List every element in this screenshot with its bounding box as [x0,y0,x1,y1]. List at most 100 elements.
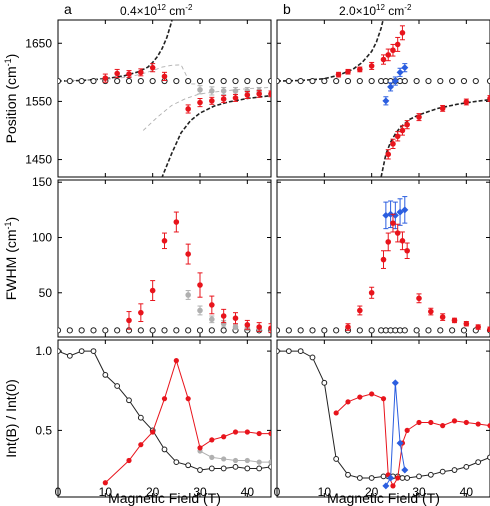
data-point-open [102,371,109,378]
data-point [385,151,392,158]
data-point-open [425,327,432,334]
data-point-open [413,327,420,334]
x-tick-label: 0 [55,485,62,499]
data-point-open [399,475,406,481]
y-tick-label: 1450 [25,153,52,167]
data-point [209,316,215,323]
panel-label: b [283,1,291,17]
data-point-open [413,77,420,85]
data-point-open [380,473,387,480]
data-point [150,429,156,435]
fit-curve [161,94,271,177]
data-point-open [277,77,281,85]
data-point [209,454,215,460]
data-point [404,121,410,128]
data-point [333,410,339,416]
data-point [487,423,490,429]
data-point [209,88,215,94]
data-point [197,445,203,451]
data-point-open [137,77,144,85]
data-point [268,430,271,437]
data-point [209,437,215,443]
data-point-open [66,352,73,359]
data-point-open [58,327,62,334]
data-point [232,457,239,464]
data-point [268,459,271,465]
data-point [475,421,481,427]
x-tick-label: 30 [193,485,207,499]
data-point-open [463,463,470,470]
data-point [209,98,215,104]
y-axis-label: FWHM (cm-1) [3,217,19,300]
data-point-open [66,77,73,85]
data-point [185,396,191,402]
y-tick-label: 1550 [25,94,52,108]
series-errpoints-red [185,89,271,114]
data-point-open [285,77,292,85]
data-point [463,320,470,327]
data-point-open [333,327,340,334]
data-point [209,302,215,308]
data-point-open [277,327,281,334]
data-point [396,68,404,76]
series-errpoints-red [385,95,490,160]
data-point [382,211,390,219]
data-point [197,307,203,314]
data-point [221,434,227,440]
data-point [126,71,132,77]
y-tick-label: 150 [32,175,52,189]
data-point-open [309,77,316,85]
data-point [391,77,399,85]
data-point [401,466,409,474]
data-point-open [451,467,458,473]
data-point-open [368,475,375,481]
data-point [404,427,410,433]
data-point [382,482,390,490]
data-point [451,418,458,424]
data-point [161,73,168,80]
data-point-open [244,465,251,472]
data-point [463,99,470,105]
series-errpoints-red [345,213,490,333]
data-point-open [297,327,304,334]
data-point-open [401,327,408,334]
data-point-open [460,327,468,334]
data-point [451,317,458,324]
panel-frame [57,179,272,338]
data-point-open [487,454,490,461]
series-dashed-black [277,20,384,82]
data-point-open [185,77,192,85]
data-point [185,251,191,257]
series-open-black [277,327,490,334]
data-point [357,394,363,400]
data-point [138,442,144,448]
x-axis-label: Magnetic Field (T) [327,490,440,506]
data-point [357,66,363,73]
density-label: 0.4×1012 cm-2 [120,3,193,18]
data-point [428,419,434,426]
data-point-open [297,77,304,85]
data-point-open [437,327,444,334]
series-line-filled-gray [197,448,271,465]
data-point-open [345,471,351,478]
data-point-open [173,77,180,85]
data-point-open [344,77,352,85]
series-errpoints-red [102,63,168,83]
data-point [368,63,375,69]
fit-curve [380,98,490,177]
data-point [380,396,387,402]
data-point-open [185,327,192,334]
data-point [390,483,396,489]
x-tick-label: 20 [365,485,379,499]
data-point [232,315,239,322]
series-errpoints-red [126,211,271,334]
data-point [197,86,203,93]
data-point [232,95,239,101]
data-point-open [90,348,97,355]
data-point-open [439,468,446,475]
data-point-open [232,77,239,85]
data-point [185,106,191,112]
data-point-open [208,465,215,472]
data-point-open [220,77,227,85]
